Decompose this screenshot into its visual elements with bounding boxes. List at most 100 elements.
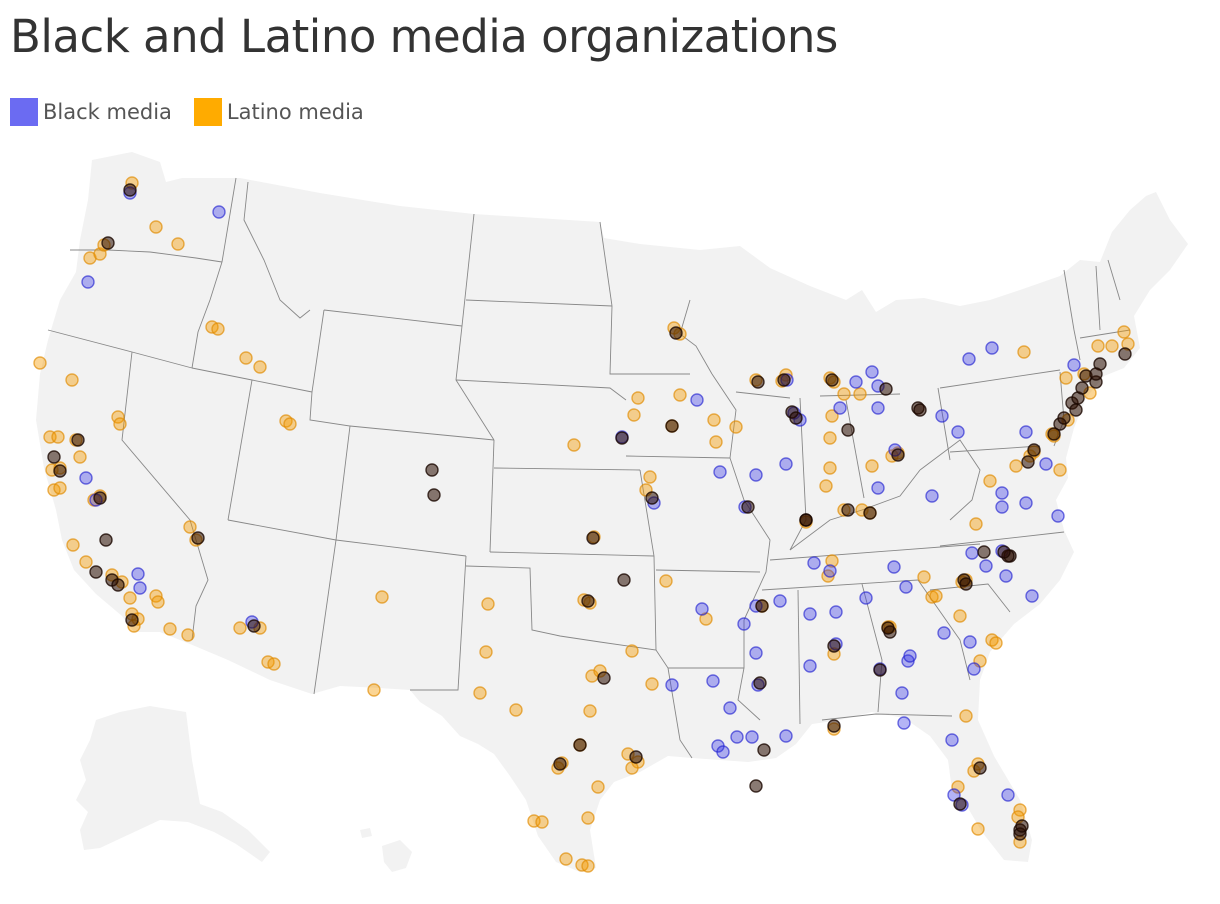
- ma-border: [1079, 329, 1131, 339]
- overlap-media-marker: [101, 236, 115, 250]
- latino-media-marker: [865, 459, 879, 473]
- latino-media-marker: [151, 595, 165, 609]
- overlap-media-marker: [825, 373, 839, 387]
- black-media-marker: [745, 730, 759, 744]
- overlap-media-marker: [777, 373, 791, 387]
- latino-media-marker: [163, 622, 177, 636]
- latino-media-marker: [53, 481, 67, 495]
- black-media-marker: [985, 341, 999, 355]
- latino-media-marker: [659, 574, 673, 588]
- ut-co-border: [309, 391, 351, 541]
- overlap-media-marker: [617, 573, 631, 587]
- nc-sc-border: [929, 583, 1011, 613]
- black-media-marker: [962, 352, 976, 366]
- latino-media-marker: [1009, 459, 1023, 473]
- latino-media-marker: [625, 761, 639, 775]
- black-media-marker: [212, 205, 226, 219]
- ca-nv-border: [121, 351, 209, 641]
- overlap-media-marker: [427, 488, 441, 502]
- land: [36, 152, 1188, 872]
- wv-va-border: [919, 439, 981, 521]
- latino-media-marker: [953, 609, 967, 623]
- overlap-media-marker: [749, 779, 763, 793]
- overlap-media-marker: [425, 463, 439, 477]
- latino-media-marker: [33, 356, 47, 370]
- black-media-marker: [1025, 589, 1039, 603]
- latino-media-marker: [181, 628, 195, 642]
- latino-media-marker: [79, 555, 93, 569]
- overlap-media-marker: [581, 594, 595, 608]
- overlap-media-marker: [53, 464, 67, 478]
- mn-wi-border: [679, 299, 713, 375]
- latino-media-marker: [645, 677, 659, 691]
- overlap-media-marker: [757, 743, 771, 757]
- latino-media-marker: [825, 554, 839, 568]
- black-media-marker: [995, 500, 1009, 514]
- overlap-media-marker: [125, 613, 139, 627]
- overlap-media-marker: [1118, 347, 1132, 361]
- legend-swatch-latino-media: [193, 98, 222, 126]
- latino-media-marker: [509, 703, 523, 717]
- overlap-media-marker: [93, 491, 107, 505]
- overlap-media-marker: [881, 621, 895, 635]
- latino-media-marker: [1059, 371, 1073, 385]
- mt-nd-border: [461, 213, 475, 327]
- overlap-media-marker: [741, 500, 755, 514]
- black-media-marker: [895, 686, 909, 700]
- latino-media-marker: [969, 517, 983, 531]
- black-media-marker: [131, 567, 145, 581]
- latino-media-marker: [951, 780, 965, 794]
- latino-media-marker: [729, 420, 743, 434]
- us-landmass: [36, 152, 1188, 872]
- black-media-marker: [897, 716, 911, 730]
- overlap-media-marker: [1069, 403, 1083, 417]
- black-media-marker: [951, 425, 965, 439]
- black-media-marker: [967, 662, 981, 676]
- overlap-media-marker: [873, 663, 887, 677]
- latino-media-marker: [149, 220, 163, 234]
- black-media-marker: [1039, 457, 1053, 471]
- overlap-media-marker: [99, 533, 113, 547]
- black-media-marker: [947, 788, 961, 802]
- black-media-marker: [730, 730, 744, 744]
- co-ks-border: [489, 439, 495, 553]
- latino-media-marker: [567, 438, 581, 452]
- overlap-media-marker: [799, 513, 813, 527]
- overlap-media-marker: [755, 599, 769, 613]
- black-media-marker: [833, 401, 847, 415]
- black-media-marker: [1019, 425, 1033, 439]
- latino-media-marker: [989, 636, 1003, 650]
- black-media-marker: [723, 701, 737, 715]
- latino-media-marker: [709, 435, 723, 449]
- black-media-marker: [779, 729, 793, 743]
- legend-swatch-black-media: [10, 98, 38, 126]
- overlap-media-marker: [953, 797, 967, 811]
- overlap-media-marker: [597, 671, 611, 685]
- latino-media-marker: [375, 590, 389, 604]
- overlap-media-marker: [553, 757, 567, 771]
- latino-media-marker: [66, 538, 80, 552]
- black-media-marker: [965, 546, 979, 560]
- pa-ny-border: [939, 369, 1061, 389]
- ks-ok-border: [489, 551, 655, 557]
- latino-media-marker: [631, 391, 645, 405]
- oh-pa-border: [937, 387, 951, 461]
- ky-tn-border: [769, 543, 981, 561]
- wi-il-border: [735, 391, 791, 399]
- latino-media-marker: [853, 387, 867, 401]
- overlap-media-marker: [615, 431, 629, 445]
- overlap-media-marker: [827, 639, 841, 653]
- black-media-marker: [79, 471, 93, 485]
- latino-media-marker: [183, 520, 197, 534]
- us-map: [33, 152, 1188, 873]
- overlap-media-marker: [913, 403, 927, 417]
- vt-nh: [1095, 265, 1101, 331]
- latino-media-marker: [51, 430, 65, 444]
- overlap-media-marker: [751, 375, 765, 389]
- black-media-marker: [81, 275, 95, 289]
- black-media-marker: [803, 607, 817, 621]
- markers-overlap: [47, 183, 1132, 841]
- latino-media-marker: [239, 351, 253, 365]
- black-media-marker: [935, 409, 949, 423]
- overlap-media-marker: [1075, 381, 1089, 395]
